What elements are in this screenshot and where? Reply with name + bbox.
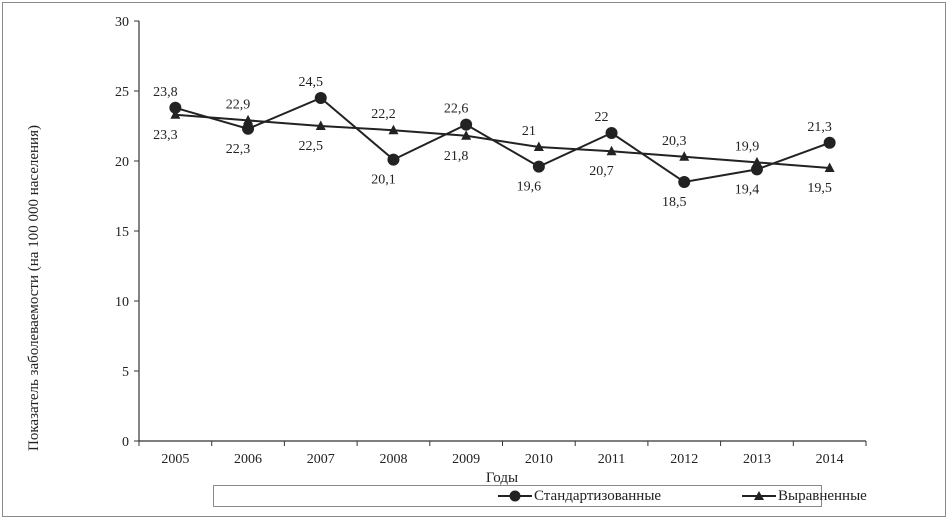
data-label-series-1: 22,6 bbox=[444, 102, 469, 117]
x-tick-label: 2011 bbox=[598, 452, 625, 467]
series-line-2 bbox=[175, 113, 830, 169]
x-axis-title: Годы bbox=[486, 470, 518, 486]
triangle-marker bbox=[461, 130, 472, 140]
data-label-series-1: 24,5 bbox=[299, 75, 324, 90]
triangle-marker bbox=[533, 141, 544, 151]
data-label-series-1: 22,3 bbox=[226, 142, 251, 157]
y-tick-label: 30 bbox=[115, 15, 129, 30]
x-tick-label: 2005 bbox=[161, 452, 189, 467]
circle-marker bbox=[678, 176, 691, 188]
data-label-series-2: 19,9 bbox=[735, 139, 760, 154]
series-line-1 bbox=[175, 96, 830, 184]
data-label-series-1: 21,3 bbox=[807, 120, 832, 135]
triangle-marker bbox=[315, 120, 326, 130]
x-tick-label: 2010 bbox=[525, 452, 553, 467]
circle-marker bbox=[460, 118, 473, 131]
data-label-series-2: 22,5 bbox=[299, 139, 324, 154]
circle-marker bbox=[605, 127, 618, 139]
triangle-marker bbox=[243, 114, 254, 125]
circle-marker bbox=[169, 101, 182, 114]
x-tick-label: 2006 bbox=[234, 452, 262, 467]
circle-marker bbox=[242, 122, 255, 135]
x-tick-label: 2007 bbox=[307, 452, 335, 467]
y-tick-label: 5 bbox=[122, 365, 129, 380]
data-label-series-1: 18,5 bbox=[662, 195, 687, 210]
y-tick-label: 10 bbox=[115, 295, 129, 310]
triangle-marker bbox=[824, 162, 835, 172]
circle-marker bbox=[387, 153, 400, 166]
data-label-series-2: 20,3 bbox=[662, 134, 687, 149]
legend: Стандартизованные Выравненные bbox=[213, 485, 867, 507]
axes bbox=[138, 21, 866, 442]
data-label-series-1: 20,1 bbox=[371, 173, 396, 188]
x-tick-label: 2014 bbox=[816, 452, 844, 467]
x-axis-ticks: 2005 2006 2007 2008 2009 2010 2011 2012 2013 2014 bbox=[138, 441, 867, 467]
data-label-series-2: 22,2 bbox=[371, 107, 396, 122]
legend-label-series-2: Выравненные bbox=[778, 487, 867, 504]
y-tick-label: 25 bbox=[115, 85, 129, 100]
data-label-series-2: 23,3 bbox=[153, 128, 178, 143]
y-tick-label: 20 bbox=[115, 155, 129, 170]
triangle-marker bbox=[606, 145, 617, 156]
x-tick-label: 2013 bbox=[743, 452, 771, 467]
x-tick-label: 2009 bbox=[452, 452, 480, 467]
data-label-series-2: 20,7 bbox=[589, 164, 614, 179]
legend-label-series-1: Стандартизованные bbox=[534, 487, 662, 504]
circle-marker bbox=[750, 163, 763, 176]
legend-item-series-1: Стандартизованные bbox=[498, 486, 661, 506]
circle-marker bbox=[532, 160, 545, 173]
triangle-marker bbox=[679, 151, 690, 161]
legend-circle-marker-icon bbox=[498, 490, 532, 502]
circle-marker bbox=[823, 136, 836, 149]
data-label-series-2: 22,9 bbox=[226, 97, 251, 112]
series bbox=[169, 92, 836, 188]
y-axis-ticks: 0 5 10 15 20 25 30 bbox=[115, 15, 139, 450]
data-label-series-2: 21,8 bbox=[444, 149, 469, 164]
data-label-series-2: 19,5 bbox=[807, 181, 832, 196]
data-label-series-1: 19,4 bbox=[735, 182, 760, 197]
data-label-series-1: 22 bbox=[595, 110, 609, 125]
x-tick-label: 2012 bbox=[670, 452, 698, 467]
data-label-series-2: 21 bbox=[522, 124, 536, 139]
circle-marker bbox=[314, 92, 327, 104]
data-label-series-1: 19,6 bbox=[517, 180, 542, 195]
legend-triangle-marker-icon bbox=[742, 491, 776, 500]
triangle-marker bbox=[170, 109, 181, 119]
data-label-series-1: 23,8 bbox=[153, 85, 178, 100]
y-axis-title: Показатель заболеваемости (на 100 000 на… bbox=[26, 125, 42, 451]
y-tick-label: 15 bbox=[115, 225, 129, 240]
y-tick-label: 0 bbox=[122, 435, 129, 450]
triangle-marker bbox=[388, 124, 399, 135]
data-labels: 23,8 23,3 22,3 22,9 24,5 22,5 20,1 22,2 22,6 21,8… bbox=[153, 75, 832, 210]
legend-item-series-2: Выравненные bbox=[742, 486, 867, 506]
x-tick-label: 2008 bbox=[379, 452, 407, 467]
